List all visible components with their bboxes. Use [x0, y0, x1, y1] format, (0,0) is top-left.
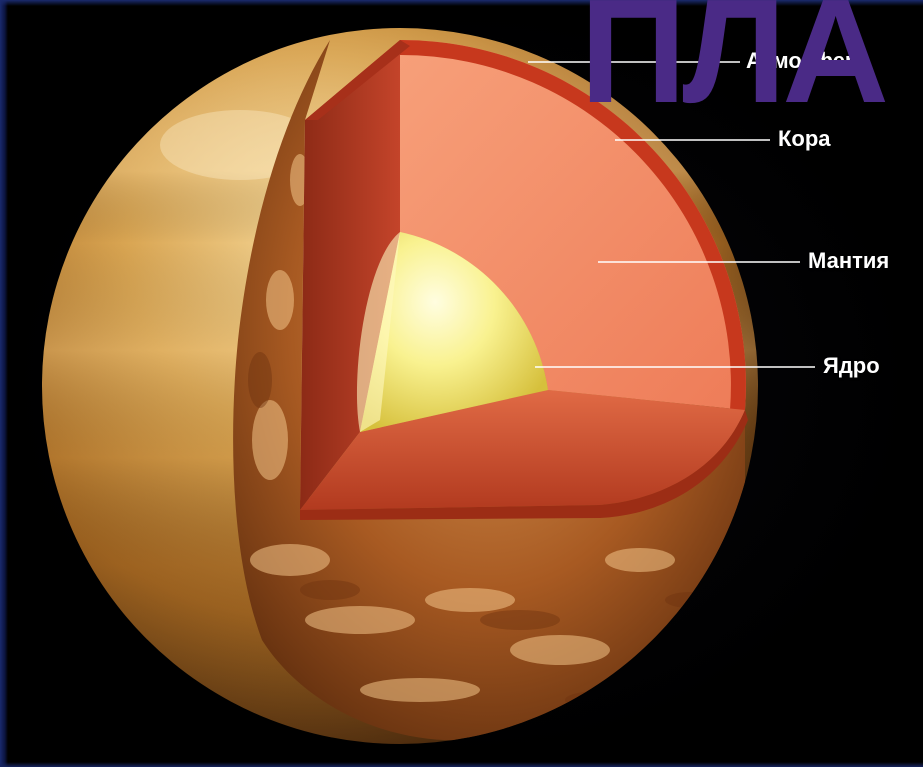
slide-frame-top — [0, 0, 923, 6]
slide-frame-bottom — [0, 762, 923, 767]
leader-lines — [528, 61, 815, 368]
label-mantle: Мантия — [808, 248, 890, 273]
label-atmosphere: Атмосфера — [746, 48, 871, 73]
planet-core — [356, 232, 548, 432]
label-crust: Кора — [778, 126, 831, 151]
label-core: Ядро — [823, 353, 880, 378]
surface-terrain — [233, 40, 745, 741]
cutaway-wedge — [300, 39, 748, 520]
slide-title-overlay: ПЛА — [580, 0, 889, 134]
slide-frame-left — [0, 0, 8, 767]
